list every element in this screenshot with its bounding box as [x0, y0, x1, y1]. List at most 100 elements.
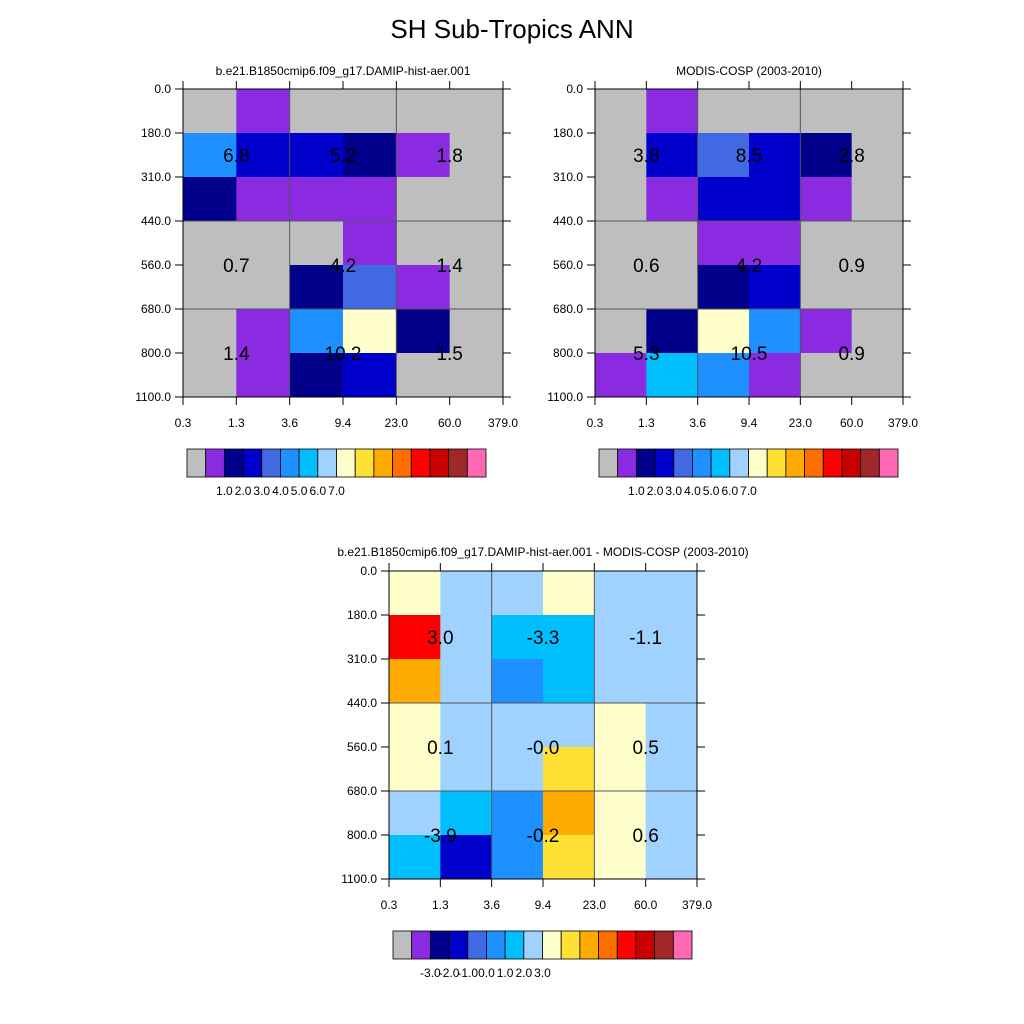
heatmap-cell — [594, 747, 647, 792]
x-tick-label: 9.4 — [741, 416, 758, 430]
data-label: 8.5 — [736, 146, 762, 167]
heatmap-cell — [440, 615, 493, 660]
panel-1: b.e21.B1850cmip6.f09_g17.DAMIP-hist-aer.… — [135, 64, 518, 498]
colorbar-label: 4.0 — [684, 484, 701, 498]
x-tick-label: 379.0 — [488, 416, 518, 430]
data-label: -0.0 — [527, 738, 560, 759]
heatmap-cell — [396, 265, 451, 310]
heatmap-cell — [343, 221, 397, 266]
y-tick-label: 560.0 — [553, 258, 583, 272]
heatmap-cell — [440, 835, 493, 880]
heatmap-cell — [440, 571, 493, 616]
colorbar-swatch — [354, 448, 375, 478]
heatmap-cell — [800, 177, 853, 222]
y-tick-label: 680.0 — [347, 784, 377, 798]
y-tick-label: 1100.0 — [547, 390, 583, 404]
heatmap-cell — [491, 615, 544, 660]
data-label: 4.2 — [330, 256, 356, 277]
heatmap-cell — [645, 615, 698, 660]
heatmap-cell — [594, 571, 647, 616]
colorbar-label: 5.0 — [703, 484, 720, 498]
heatmap-cell — [396, 221, 451, 266]
heatmap-cell — [851, 353, 904, 398]
heatmap-cell — [449, 177, 504, 222]
heatmap-cell — [449, 353, 504, 398]
heatmap-cell — [646, 133, 699, 178]
x-tick-label: 9.4 — [335, 416, 352, 430]
data-label: 0.9 — [838, 344, 864, 365]
heatmap-cell — [183, 221, 237, 266]
heatmap-cell — [440, 791, 493, 836]
colorbar-label: 6.0 — [309, 484, 326, 498]
colorbar-label: 3.0 — [253, 484, 270, 498]
y-tick-label: 310.0 — [553, 170, 583, 184]
colorbar: 1.0 2.0 3.0 4.0 5.0 6.0 7.0 — [186, 448, 487, 498]
colorbar-label: 6.0 — [721, 484, 738, 498]
heatmap-cell — [289, 221, 344, 266]
y-tick-label: 440.0 — [347, 696, 377, 710]
colorbar-label: 2.0 — [235, 484, 252, 498]
x-tick-label: 23.0 — [789, 416, 813, 430]
heatmap-cell — [289, 133, 344, 178]
heatmap-cell — [183, 353, 237, 398]
heatmap-cell — [183, 177, 237, 222]
heatmap-cell — [491, 571, 544, 616]
heatmap-cell — [236, 89, 291, 134]
heatmap-cell — [645, 791, 698, 836]
colorbar-swatch — [822, 448, 843, 478]
panel-title: b.e21.B1850cmip6.f09_g17.DAMIP-hist-aer.… — [216, 64, 471, 78]
heatmap-cell — [749, 309, 801, 354]
colorbar-swatch — [523, 930, 543, 960]
colorbar-swatch — [280, 448, 300, 478]
colorbar-swatch — [860, 448, 880, 478]
data-label: 3.8 — [633, 146, 659, 167]
heatmap-cell — [800, 309, 853, 354]
colorbar-label: -1.0 — [457, 966, 478, 980]
x-tick-label: 0.3 — [381, 898, 398, 912]
y-tick-label: 180.0 — [347, 608, 377, 622]
heatmap-cell — [851, 177, 904, 222]
x-tick-label: 3.6 — [483, 898, 500, 912]
data-label: 10.5 — [731, 344, 768, 365]
heatmap-cell — [449, 133, 504, 178]
colorbar-swatch — [654, 930, 674, 960]
colorbar-swatch — [878, 448, 899, 478]
figure-title: SH Sub-Tropics ANN — [390, 14, 634, 44]
colorbar-swatch — [411, 930, 431, 960]
heatmap-cell — [595, 265, 647, 310]
colorbar-swatch — [710, 448, 731, 478]
heatmap-cell — [697, 89, 750, 134]
x-tick-label: 23.0 — [385, 416, 409, 430]
colorbar-swatch — [205, 448, 225, 478]
x-tick-label: 0.3 — [175, 416, 192, 430]
heatmap-cell — [749, 221, 801, 266]
heatmap-cell — [183, 89, 237, 134]
colorbar-swatch — [429, 448, 450, 478]
y-tick-label: 0.0 — [566, 82, 583, 96]
colorbar-swatch — [242, 448, 263, 478]
heatmap-cell — [236, 309, 291, 354]
colorbar-swatch — [392, 930, 413, 960]
colorbar: 1.0 2.0 3.0 4.0 5.0 6.0 7.0 — [598, 448, 899, 498]
data-label: 1.4 — [436, 256, 463, 277]
heatmap-cell — [343, 177, 397, 222]
colorbar-label: 1.0 — [216, 484, 233, 498]
colorbar-swatch — [804, 448, 824, 478]
data-label: -1.1 — [629, 628, 662, 649]
colorbar-swatch — [635, 448, 656, 478]
colorbar-swatch — [223, 448, 244, 478]
heatmap-cell — [594, 615, 647, 660]
heatmap-cell — [800, 353, 853, 398]
colorbar-swatch — [579, 930, 599, 960]
heatmap-cell — [749, 89, 801, 134]
heatmap-cell — [594, 659, 647, 704]
colorbar-swatch — [466, 448, 487, 478]
data-label: 1.4 — [223, 344, 250, 365]
heatmap-cell — [697, 221, 750, 266]
data-label: 0.6 — [633, 256, 659, 277]
y-tick-label: 310.0 — [347, 652, 377, 666]
heatmap-cell — [543, 571, 595, 616]
heatmap-cell — [491, 659, 544, 704]
colorbar-label: 4.0 — [272, 484, 289, 498]
colorbar-swatch — [448, 448, 468, 478]
